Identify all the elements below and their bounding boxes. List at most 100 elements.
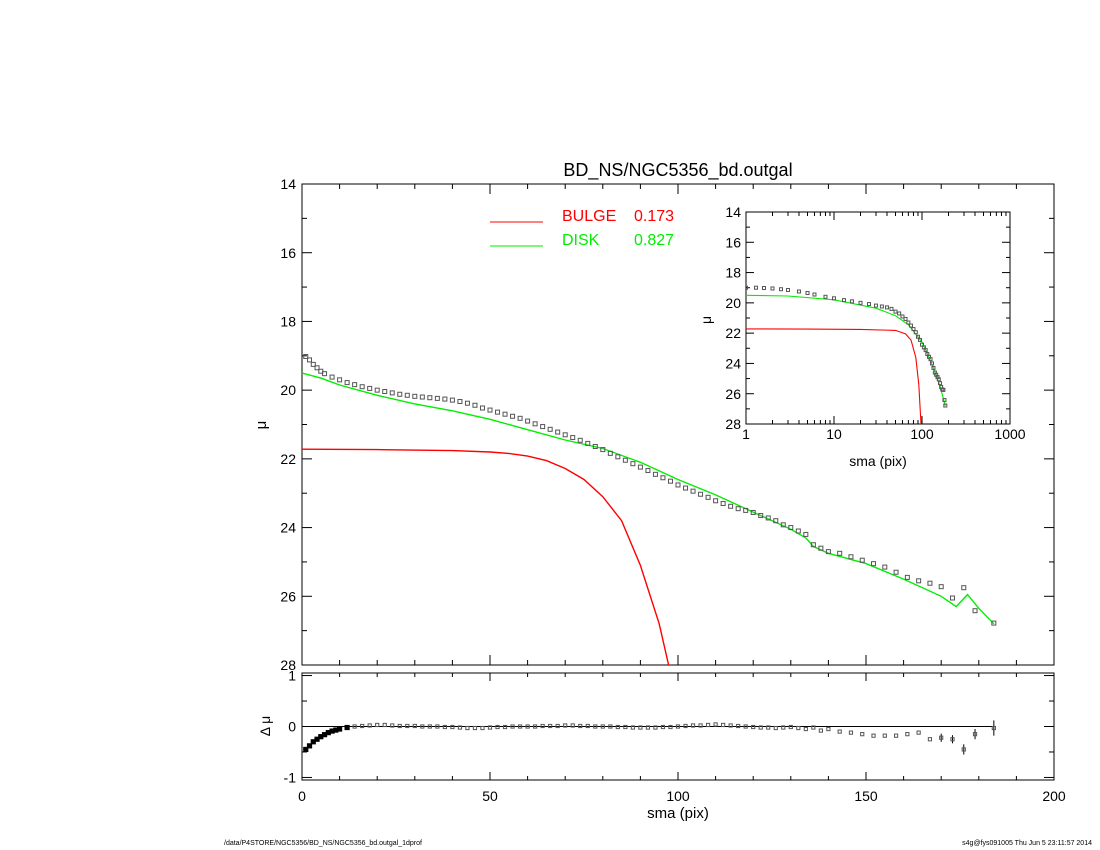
data-point (352, 382, 358, 388)
data-point (404, 392, 410, 398)
inset-data-point (746, 285, 748, 290)
residual-point (638, 725, 643, 730)
data-point (532, 421, 538, 427)
residual-point (585, 723, 590, 729)
data-point (927, 580, 933, 586)
inset-data-point (918, 337, 923, 342)
data-point (570, 435, 576, 441)
data-point (517, 415, 523, 421)
series-bulge-line (302, 448, 670, 665)
residual-point (540, 723, 545, 729)
inset-data-point (842, 298, 847, 303)
data-point (600, 447, 606, 453)
residual-point (939, 735, 944, 740)
inset-data-point (893, 309, 898, 314)
residual-point (397, 723, 402, 729)
x-tick-label: 1 (742, 426, 750, 442)
residual-point (698, 723, 703, 728)
y-tick-label: 28 (725, 416, 741, 432)
residual-point (405, 723, 410, 729)
data-point (810, 542, 816, 548)
data-point (329, 374, 335, 380)
residual-point (525, 724, 530, 729)
residual-point (465, 725, 470, 731)
residual-point (705, 722, 711, 728)
residual-point (736, 723, 741, 729)
inset-data-point (911, 327, 916, 332)
residual-point (487, 725, 493, 730)
x-tick-label: 100 (910, 426, 934, 442)
inset-data-point (879, 304, 884, 309)
residual-point (427, 724, 432, 729)
data-point (848, 554, 854, 560)
data-point (825, 549, 831, 555)
inset-data-point (889, 306, 894, 311)
data-point (367, 385, 373, 391)
data-point (412, 393, 418, 399)
data-point (871, 561, 877, 567)
data-point (555, 429, 561, 435)
x-tick-label: 150 (854, 788, 878, 804)
residual-x-axis-label: sma (pix) (647, 805, 709, 822)
data-point (795, 528, 801, 534)
inset-data-point (923, 348, 928, 353)
data-point (562, 432, 568, 438)
inset-data-point (770, 286, 775, 291)
residual-point (781, 725, 786, 730)
data-point (525, 418, 531, 424)
inset-data-point (913, 330, 918, 335)
data-point (502, 411, 508, 417)
inset-data-point (754, 285, 759, 290)
data-point (510, 413, 516, 419)
inset-data-point (812, 292, 817, 297)
residual-point (303, 746, 309, 753)
residual-point (837, 729, 842, 734)
data-point (434, 395, 440, 401)
y-tick-label: 24 (725, 355, 741, 371)
data-point (382, 389, 388, 395)
inset-data-point (943, 403, 948, 408)
y-tick-label: 20 (725, 295, 741, 311)
residual-point (991, 725, 996, 731)
residual-point (390, 723, 395, 728)
residual-point (333, 727, 339, 733)
inset-data-point (884, 305, 889, 310)
data-point (735, 506, 741, 512)
data-point (547, 426, 553, 432)
data-point (585, 440, 591, 446)
residual-point (818, 728, 823, 733)
y-tick-label: -1 (284, 769, 297, 785)
inset-data-point (805, 291, 810, 296)
data-point (389, 390, 395, 396)
data-point (728, 503, 734, 509)
inset-data-point (823, 294, 828, 299)
inset-background (746, 212, 1010, 424)
residual-point (660, 724, 666, 730)
y-tick-label: 20 (280, 382, 296, 398)
residual-point (578, 723, 583, 729)
data-point (713, 498, 719, 504)
data-point (904, 574, 910, 580)
x-tick-label: 0 (298, 788, 306, 804)
data-point (495, 409, 501, 415)
residual-point (306, 743, 313, 749)
footer-timestamp: s4g@fys091005 Thu Jun 5 23:11:57 2014 (962, 840, 1092, 847)
residual-point (893, 733, 899, 738)
data-point (622, 457, 628, 463)
y-tick-label: 16 (725, 234, 741, 250)
residual-point (645, 725, 651, 730)
data-point (750, 509, 756, 515)
data-point (310, 361, 316, 367)
residual-point (420, 724, 425, 729)
residual-point (442, 724, 447, 730)
residual-point (630, 725, 635, 730)
data-point (758, 513, 764, 519)
residual-point (728, 723, 733, 728)
inset-data-point (897, 311, 902, 316)
residual-point (480, 725, 485, 731)
series-disk-line (302, 372, 995, 625)
inset-data-point (849, 299, 854, 304)
residual-point (563, 723, 568, 728)
data-point (645, 468, 651, 474)
